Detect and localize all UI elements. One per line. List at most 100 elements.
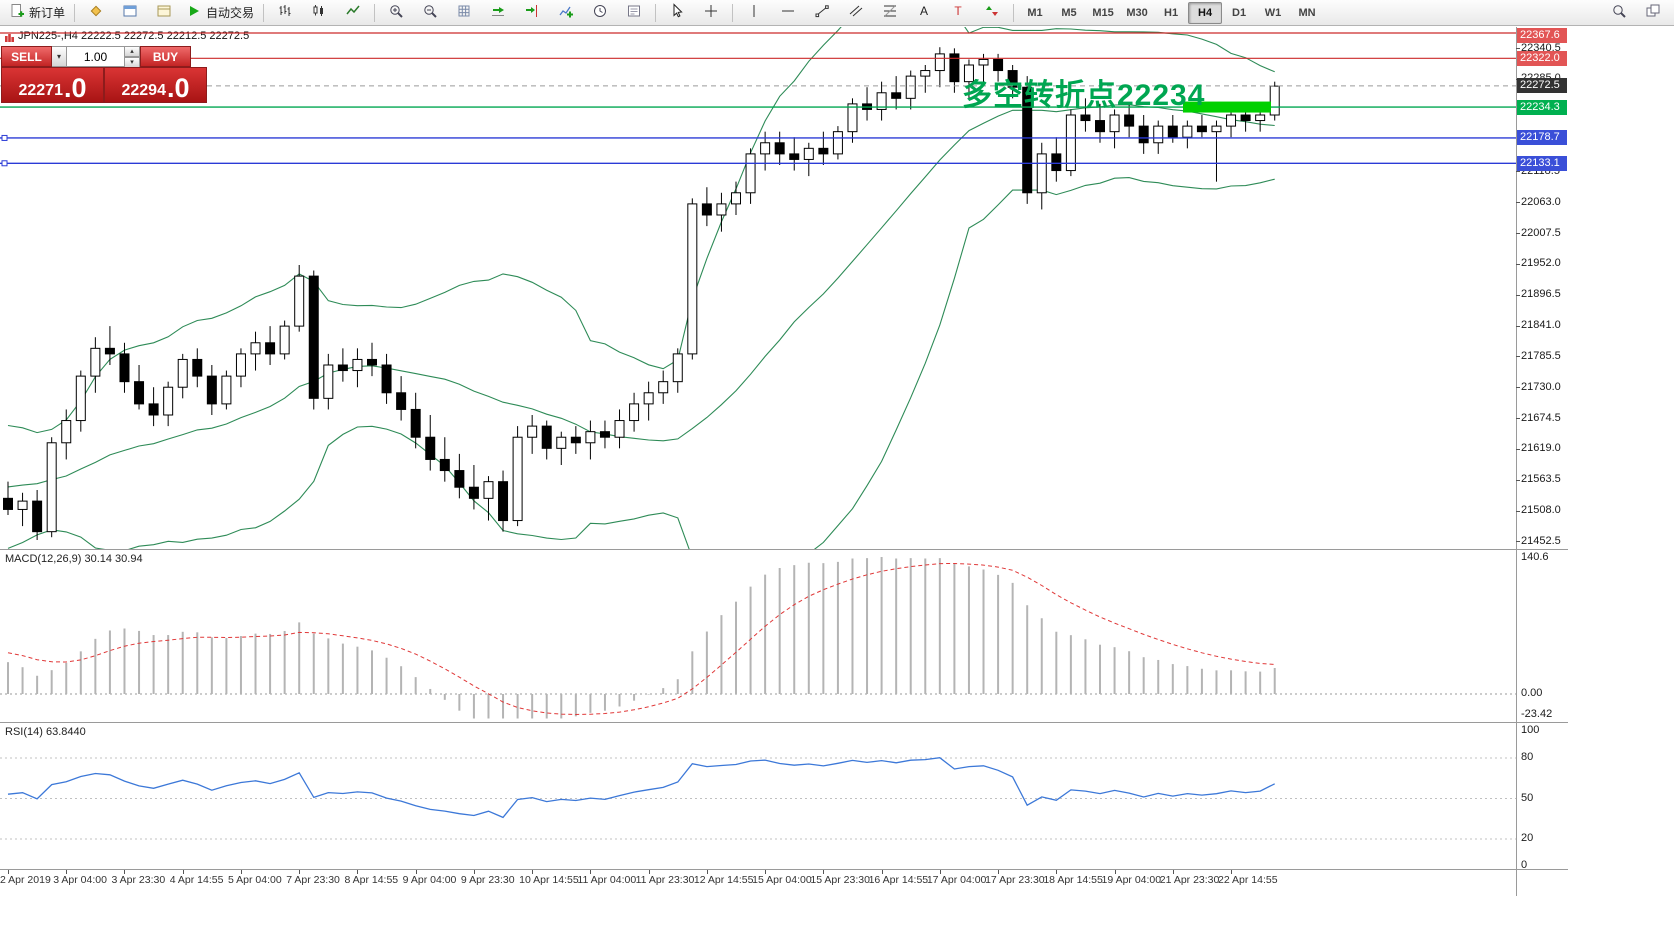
chevron-down-icon: ▾	[56, 52, 61, 61]
line-chart-button[interactable]	[336, 1, 370, 25]
buy-price-button[interactable]: 22294.0	[104, 67, 207, 103]
time-axis-label: 17 Apr 04:00	[926, 874, 987, 886]
toolbar: 新订单 自动交易 A T M1 M5 M15 M30 H1 H4 D1 W1 MN	[0, 0, 1674, 26]
toolbar-separator	[263, 3, 265, 22]
autotrading-button[interactable]: 自动交易	[181, 1, 259, 25]
price-tag: 22234.3	[1517, 99, 1567, 115]
macd-label: MACD(12,26,9) 30.14 30.94	[5, 553, 143, 565]
timeframe-mn-button[interactable]: MN	[1298, 6, 1316, 19]
bars-chart-button[interactable]	[268, 1, 302, 25]
timeframe-m30-button[interactable]: M30	[1126, 6, 1148, 19]
price-axis-label: 21841.0	[1521, 319, 1561, 332]
price-chart-canvas[interactable]	[0, 27, 1516, 549]
profiles-icon	[88, 3, 104, 22]
indicators-button[interactable]	[549, 1, 583, 25]
buy-price: 22294	[121, 82, 166, 100]
time-axis-tick	[706, 870, 708, 874]
one-click-trading-panel: SELL ▾ ▴ ▾ BUY 22271.0 22294.0	[1, 46, 207, 103]
toolbar-separator	[1013, 3, 1015, 22]
zoom-out-icon	[422, 3, 438, 22]
price-axis-label: 22340.5	[1521, 41, 1561, 54]
volume-input[interactable]	[67, 46, 125, 67]
timeframe-d1-button[interactable]: D1	[1232, 6, 1247, 19]
new-order-icon	[9, 3, 25, 22]
buy-button[interactable]: BUY	[140, 46, 191, 67]
macd-panel-canvas[interactable]	[0, 550, 1516, 722]
new-order-button[interactable]: 新订单	[4, 1, 70, 25]
timeframe-m5-button[interactable]: M5	[1061, 6, 1077, 19]
zoom-out-button[interactable]	[413, 1, 447, 25]
auto-scroll-button[interactable]	[481, 1, 515, 25]
price-axis-tick	[1516, 171, 1520, 173]
time-axis-label: 15 Apr 04:00	[752, 874, 812, 886]
fibonacci-icon	[882, 3, 898, 22]
price-axis-label: 21785.5	[1521, 349, 1561, 362]
timeframe-h4-button[interactable]: H4	[1188, 1, 1223, 24]
candles-chart-icon	[311, 3, 327, 22]
vline-icon	[746, 3, 762, 22]
zoom-in-button[interactable]	[379, 1, 413, 25]
text-button[interactable]: A	[907, 1, 941, 25]
sell-price-button[interactable]: 22271.0	[1, 67, 104, 103]
time-axis-tick	[357, 870, 359, 874]
sell-price: 22271	[18, 82, 63, 100]
navigator-button[interactable]	[147, 1, 181, 25]
label-icon: T	[950, 3, 966, 22]
data-window-button[interactable]	[113, 1, 147, 25]
time-axis-label: 11 Apr 04:00	[577, 874, 637, 886]
chart-shift-button[interactable]	[515, 1, 549, 25]
rsi-axis-label: 100	[1521, 724, 1540, 736]
timeframe-w1-button[interactable]: W1	[1264, 6, 1282, 19]
price-axis-label: 21952.0	[1521, 257, 1561, 270]
channel-button[interactable]	[839, 1, 873, 25]
time-axis-tick	[881, 870, 883, 874]
candles-chart-button[interactable]	[302, 1, 336, 25]
hline-button[interactable]	[771, 1, 805, 25]
panel-separator	[0, 869, 1568, 870]
volume-increase-button[interactable]: ▴	[125, 46, 140, 57]
arrows-button[interactable]	[975, 1, 1009, 25]
label-button[interactable]: T	[941, 1, 975, 25]
windows-button[interactable]	[1636, 1, 1670, 25]
fibonacci-button[interactable]	[873, 1, 907, 25]
panel-separator[interactable]	[0, 549, 1568, 550]
price-axis-tick	[1516, 263, 1520, 265]
sell-button[interactable]: SELL	[1, 46, 52, 67]
volume-dropdown-button[interactable]: ▾	[52, 46, 67, 67]
trendline-button[interactable]	[805, 1, 839, 25]
text-icon: A	[916, 3, 932, 22]
time-axis-tick	[8, 870, 9, 874]
cursor-button[interactable]	[660, 1, 694, 25]
panel-separator[interactable]	[0, 722, 1568, 723]
profiles-button[interactable]	[79, 1, 113, 25]
crosshair-button[interactable]	[694, 1, 728, 25]
price-axis-tick	[1516, 233, 1520, 235]
grid-button[interactable]	[447, 1, 481, 25]
grid-icon	[456, 3, 472, 22]
search-button[interactable]	[1602, 1, 1636, 25]
price-axis-tick	[1516, 325, 1520, 327]
periods-button[interactable]	[583, 1, 617, 25]
timeframe-m1-button[interactable]: M1	[1027, 6, 1043, 19]
timeframe-m15-button[interactable]: M15	[1092, 6, 1114, 19]
new-order-button-label: 新订单	[29, 6, 66, 20]
cursor-icon	[669, 3, 685, 22]
price-axis-tick	[1516, 418, 1520, 420]
rsi-axis-label: 80	[1521, 751, 1534, 763]
time-axis-label: 7 Apr 23:30	[286, 874, 340, 886]
windows-icon	[1645, 3, 1661, 22]
timeframe-h1-button[interactable]: H1	[1164, 6, 1179, 19]
channel-icon	[848, 3, 864, 22]
autotrading-button-label: 自动交易	[206, 6, 255, 20]
price-axis-label: 21508.0	[1521, 504, 1561, 517]
price-axis-tick	[1516, 202, 1520, 204]
templates-button[interactable]	[617, 1, 651, 25]
arrows-icon	[984, 3, 1000, 22]
vline-button[interactable]	[737, 1, 771, 25]
data-window-icon	[122, 3, 138, 22]
line-chart-icon	[345, 3, 361, 22]
rsi-panel-canvas[interactable]	[0, 723, 1516, 869]
svg-text:T: T	[954, 4, 962, 18]
price-tag: 22178.7	[1517, 130, 1567, 146]
